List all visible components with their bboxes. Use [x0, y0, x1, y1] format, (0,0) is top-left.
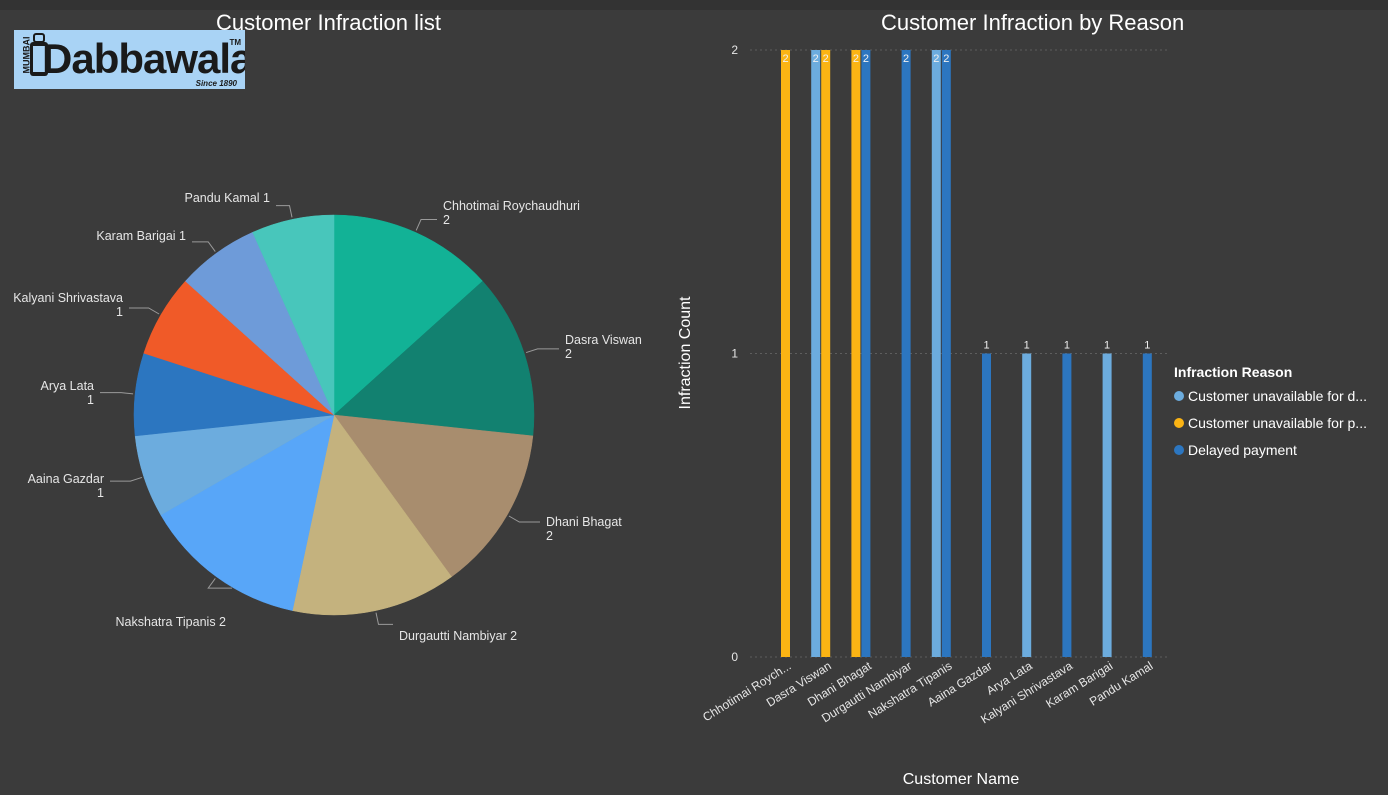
y-tick-label: 0 [731, 650, 738, 664]
pie-slice-durgautti-nambiyar[interactable] [292, 414, 452, 616]
pie-slice-dhani-bhagat[interactable] [333, 414, 534, 578]
x-tick-label-dhani-bhagat: Dhani Bhagat [805, 658, 875, 709]
legend-title: Infraction Reason [1174, 364, 1293, 380]
legend-label: Delayed payment [1188, 441, 1297, 458]
bar-chhotimai-roych-customer-unavailable-for-p[interactable] [781, 50, 790, 657]
logo-trademark: TM [229, 38, 241, 47]
x-axis-title: Customer Name [903, 771, 1020, 788]
pie-label-dhani-bhagat: Dhani Bhagat 2 [546, 515, 622, 543]
x-tick-label-karam-barigai: Karam Barigai [1043, 659, 1115, 711]
pie-chart: Chhotimai Roychaudhuri 2 Dasra Viswan 2 Dhan… [13, 191, 642, 643]
legend-item-delayed-payment[interactable]: Delayed payment [1174, 436, 1388, 463]
pie-leader-line [508, 515, 540, 523]
bar-legend: Infraction Reason Customer unavailable f… [1174, 364, 1388, 463]
pie-leader-line [207, 578, 232, 589]
pie-leader-line [415, 219, 437, 231]
legend-label: Customer unavailable for d... [1188, 387, 1367, 404]
bar-data-label: 1 [1024, 340, 1030, 352]
logo-since: Since 1890 [195, 79, 237, 88]
bar-data-label: 1 [1144, 340, 1150, 352]
bar-dhani-bhagat-delayed-payment[interactable] [861, 50, 871, 657]
bar-dhani-bhagat-customer-unavailable-for-p[interactable] [851, 50, 861, 657]
pie-slice-dasra-viswan[interactable] [333, 280, 535, 437]
x-tick-label-dasra-viswan: Dasra Viswan [764, 659, 834, 710]
legend-item-customer-unavailable-d[interactable]: Customer unavailable for d... [1174, 382, 1388, 409]
bar-kalyani-shrivastava-delayed-payment[interactable] [1062, 353, 1072, 658]
pie-leader-line [276, 205, 293, 218]
bar-nakshatra-tipanis-customer-unavailable-for-d[interactable] [931, 50, 941, 657]
x-tick-label-chhotimai-roych: Chhotimai Roych... [700, 659, 793, 725]
x-tick-label-nakshatra-tipanis: Nakshatra Tipanis [866, 659, 955, 722]
x-tick-label-aaina-gazdar: Aaina Gazdar [925, 659, 995, 710]
x-tick-label-durgautti-nambiyar: Durgautti Nambiyar [819, 659, 914, 726]
x-tick-label-kalyani-shrivastava: Kalyani Shrivastava [978, 659, 1075, 727]
legend-swatch [1174, 390, 1184, 401]
bar-nakshatra-tipanis-delayed-payment[interactable] [941, 50, 951, 657]
pie-leader-line [100, 392, 134, 395]
legend-label: Customer unavailable for p... [1188, 414, 1367, 431]
pie-label-karam-barigai: Karam Barigai 1 [96, 229, 186, 243]
pie-label-pandu-kamal: Pandu Kamal 1 [185, 191, 271, 205]
pie-slice-pandu-kamal[interactable] [252, 214, 335, 416]
pie-chart-title: Customer Infraction list [216, 10, 441, 35]
pie-label-kalyani-shrivastava: Kalyani Shrivastava 1 [13, 291, 123, 319]
top-strip [0, 0, 1388, 10]
pie-slice-nakshatra-tipanis[interactable] [160, 414, 335, 611]
bar-arya-lata-customer-unavailable-for-d[interactable] [1022, 353, 1032, 658]
legend-item-customer-unavailable-p[interactable]: Customer unavailable for p... [1174, 409, 1388, 436]
bar-durgautti-nambiyar-delayed-payment[interactable] [901, 50, 911, 657]
legend-swatch [1174, 417, 1184, 428]
pie-leader-line [525, 348, 559, 354]
bar-data-label: 1 [983, 340, 989, 352]
bar-dasra-viswan-customer-unavailable-for-p[interactable] [821, 50, 831, 657]
pie-label-arya-lata: Arya Lata 1 [40, 379, 94, 407]
bar-chart-title: Customer Infraction by Reason [881, 10, 1185, 35]
pie-label-chhotimai-roychaudhuri: Chhotimai Roychaudhuri 2 [443, 199, 580, 227]
bar-pandu-kamal-delayed-payment[interactable] [1142, 353, 1152, 658]
bar-karam-barigai-customer-unavailable-for-d[interactable] [1102, 353, 1112, 658]
pie-leader-line [129, 307, 160, 315]
pie-label-dasra-viswan: Dasra Viswan 2 [565, 333, 642, 361]
logo-wordmark: Dabbawala [42, 35, 245, 82]
pie-label-nakshatra-tipanis: Nakshatra Tipanis 2 [116, 615, 227, 629]
bar-data-label: 1 [1064, 340, 1070, 352]
legend-swatch [1174, 444, 1184, 455]
pie-leader-line [110, 476, 143, 482]
pie-label-durgautti-nambiyar: Durgautti Nambiyar 2 [399, 629, 517, 643]
x-tick-label-arya-lata: Arya Lata [984, 659, 1035, 698]
tiffin-icon [30, 33, 48, 76]
bar-data-label: 1 [1104, 340, 1110, 352]
y-tick-label: 2 [731, 43, 738, 57]
pie-label-aaina-gazdar: Aaina Gazdar 1 [28, 472, 104, 500]
dabbawala-logo: MUMBAI Dabbawala TM Since 1890 [14, 30, 245, 89]
bar-aaina-gazdar-delayed-payment[interactable] [982, 353, 991, 658]
pie-leader-line [375, 612, 393, 625]
y-tick-label: 1 [731, 347, 738, 361]
pie-slice-chhotimai-roychaudhuri[interactable] [333, 214, 483, 416]
pie-leader-line [192, 241, 216, 252]
bar-dasra-viswan-customer-unavailable-for-d[interactable] [811, 50, 821, 657]
x-tick-label-pandu-kamal: Pandu Kamal [1087, 659, 1156, 709]
